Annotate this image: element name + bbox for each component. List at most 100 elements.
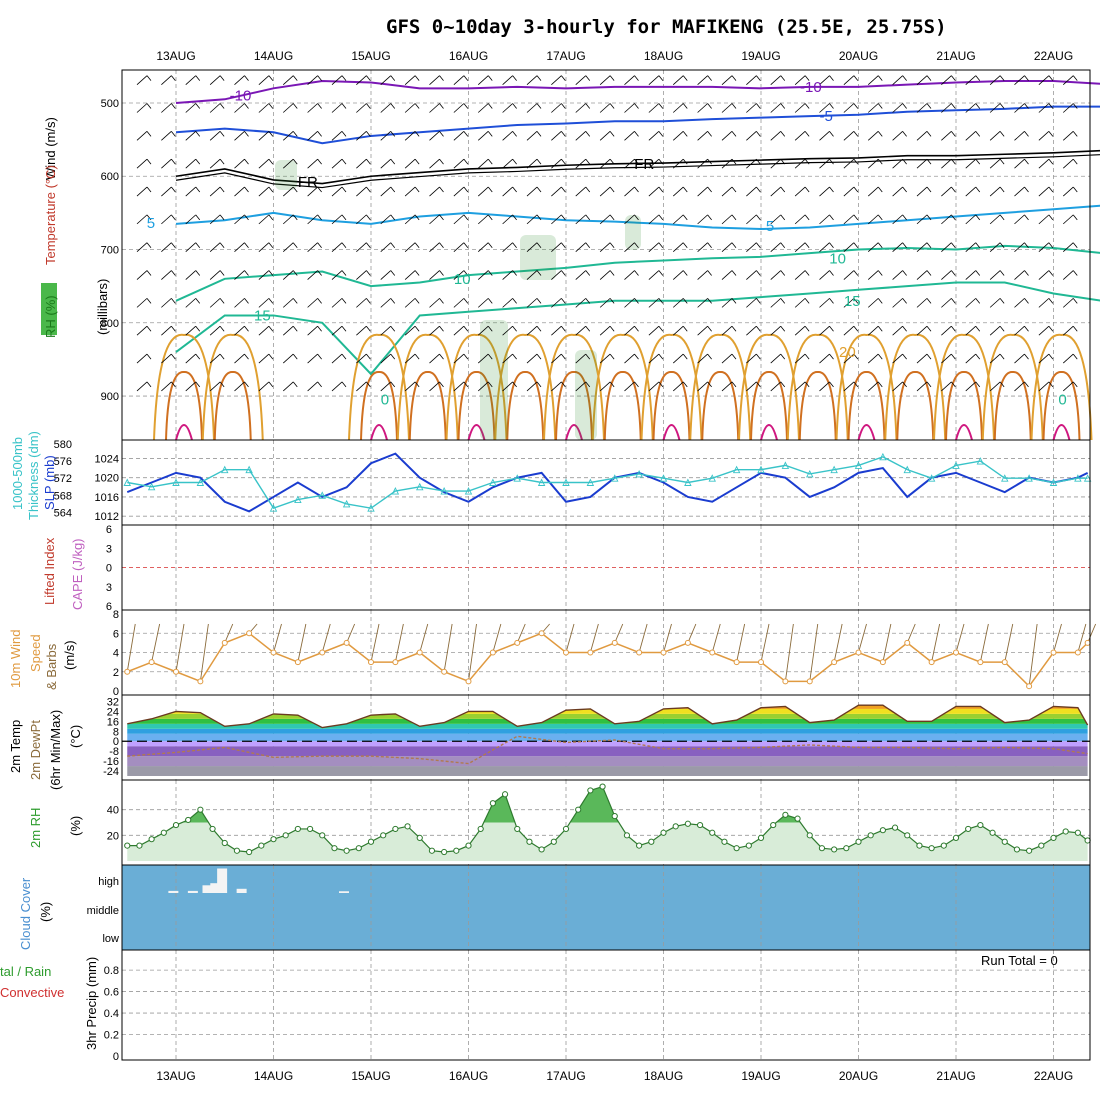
- upper-wind-barb: [697, 214, 708, 225]
- upper-wind-barb-flag: [975, 381, 981, 388]
- thickness-point: [781, 461, 790, 469]
- upper-wind-barb-flag: [877, 186, 883, 193]
- upper-wind-barb-flag: [1024, 325, 1029, 332]
- upper-wind-barb-flag: [585, 158, 591, 165]
- upper-wind-barb-flag: [439, 325, 444, 332]
- upper-wind-barb-flag: [317, 186, 322, 193]
- upper-wind-barb: [892, 131, 903, 141]
- upper-wind-barb-flag: [512, 325, 517, 332]
- upper-wind-barb: [672, 75, 684, 85]
- upper-wind-barb-flag: [853, 158, 859, 165]
- upper-wind-barb: [916, 158, 928, 169]
- thickness-tick-label: 568: [54, 490, 72, 502]
- upper-wind-barb-flag: [756, 131, 761, 137]
- upper-wind-barb-flag: [804, 75, 810, 81]
- upper-wind-barb-flag: [1072, 353, 1078, 360]
- upper-wind-barb: [672, 298, 684, 308]
- upper-wind-barb-flag: [317, 270, 322, 276]
- upper-wind-barb: [1038, 381, 1050, 392]
- warm-contour-25: [555, 371, 593, 441]
- upper-wind-barb-flag: [999, 242, 1005, 248]
- upper-wind-barb: [819, 214, 830, 225]
- upper-wind-barb: [794, 242, 806, 253]
- date-label-bottom: 16AUG: [449, 1069, 488, 1083]
- wind-speed-point: [294, 659, 301, 666]
- upper-wind-barb-flag: [561, 242, 566, 248]
- temp-tick-label: 24: [107, 706, 119, 718]
- upper-wind-barb: [794, 381, 806, 392]
- upper-wind-barb: [941, 298, 952, 308]
- upper-wind-barb: [307, 158, 318, 169]
- upper-wind-barb-flag: [829, 353, 834, 360]
- rh-point: [550, 838, 557, 845]
- warm-contour-20: [201, 333, 264, 441]
- upper-wind-barb-flag: [171, 298, 176, 304]
- rh-point: [1074, 829, 1081, 836]
- upper-wind-barb-flag: [682, 270, 688, 276]
- upper-wind-barb-flag: [902, 298, 907, 304]
- upper-wind-barb: [526, 158, 538, 169]
- temp-tick-label: 8: [113, 726, 119, 738]
- upper-wind-barb-flag: [414, 75, 420, 81]
- wind-speed-point: [904, 639, 911, 646]
- upper-wind-barb-flag: [536, 353, 542, 360]
- upper-wind-barb-flag: [341, 131, 347, 137]
- upper-wind-barb-flag: [171, 353, 176, 360]
- thickness-point: [611, 474, 619, 482]
- warm-contour-20: [1030, 333, 1093, 441]
- upper-wind-barb-flag: [1024, 158, 1029, 165]
- upper-wind-barb-flag: [414, 186, 420, 193]
- upper-wind-barb: [136, 270, 148, 280]
- upper-wind-barb: [697, 325, 708, 336]
- warm-contour-20: [348, 333, 410, 441]
- upper-wind-barb-flag: [439, 186, 444, 193]
- upper-wind-barb-flag: [292, 131, 298, 137]
- wind-speed-point: [587, 649, 594, 656]
- upper-wind-barb: [185, 158, 197, 169]
- upper-wind-barb: [721, 103, 733, 113]
- upper-wind-barb: [989, 214, 1001, 225]
- upper-wind-barb-flag: [682, 158, 688, 165]
- wind-barb: [687, 623, 697, 644]
- upper-wind-barb-flag: [926, 214, 932, 221]
- upper-wind-barb: [794, 158, 806, 169]
- upper-wind-barb: [429, 270, 440, 280]
- upper-wind-barb-flag: [682, 325, 688, 332]
- upper-wind-barb-flag: [780, 158, 786, 165]
- upper-wind-barb-flag: [585, 298, 591, 304]
- thickness-point: [903, 465, 911, 474]
- rh-shading: [575, 350, 597, 440]
- isotherm-15: [175, 281, 1100, 376]
- ylabel-2m-temp: 2m Temp: [8, 720, 23, 773]
- upper-wind-barb-flag: [1024, 270, 1029, 276]
- upper-wind-barb: [526, 353, 538, 364]
- upper-wind-barb: [136, 186, 148, 197]
- upper-wind-barb-flag: [463, 298, 469, 304]
- upper-wind-barb: [307, 214, 318, 225]
- upper-wind-barb-flag: [390, 103, 396, 109]
- upper-wind-barb: [599, 353, 611, 364]
- upper-wind-barb: [429, 186, 440, 197]
- upper-wind-barb-flag: [926, 381, 932, 388]
- date-label-top: 21AUG: [936, 49, 975, 63]
- warm-contour-25: [506, 371, 545, 441]
- pressure-tick-label: 700: [101, 245, 119, 257]
- wind-speed-point: [1084, 639, 1091, 646]
- upper-wind-barb: [672, 186, 684, 197]
- upper-wind-barb-flag: [341, 186, 347, 193]
- upper-wind-barb: [575, 298, 587, 308]
- thickness-point: [708, 474, 716, 482]
- thickness-point: [342, 499, 351, 508]
- upper-wind-barb: [209, 298, 221, 308]
- ylabel-rh-pct: (%): [68, 816, 83, 836]
- upper-wind-barb: [185, 214, 197, 225]
- thickness-point: [513, 474, 521, 482]
- temp-tick-label: 32: [107, 696, 119, 708]
- upper-wind-barb-flag: [366, 270, 371, 276]
- wind-speed-point: [1001, 659, 1008, 666]
- warm-contour-25: [798, 371, 837, 441]
- upper-wind-barb-flag: [609, 353, 615, 360]
- upper-wind-barb-flag: [171, 381, 176, 388]
- upper-wind-barb: [331, 186, 343, 197]
- upper-wind-barb-flag: [512, 242, 517, 248]
